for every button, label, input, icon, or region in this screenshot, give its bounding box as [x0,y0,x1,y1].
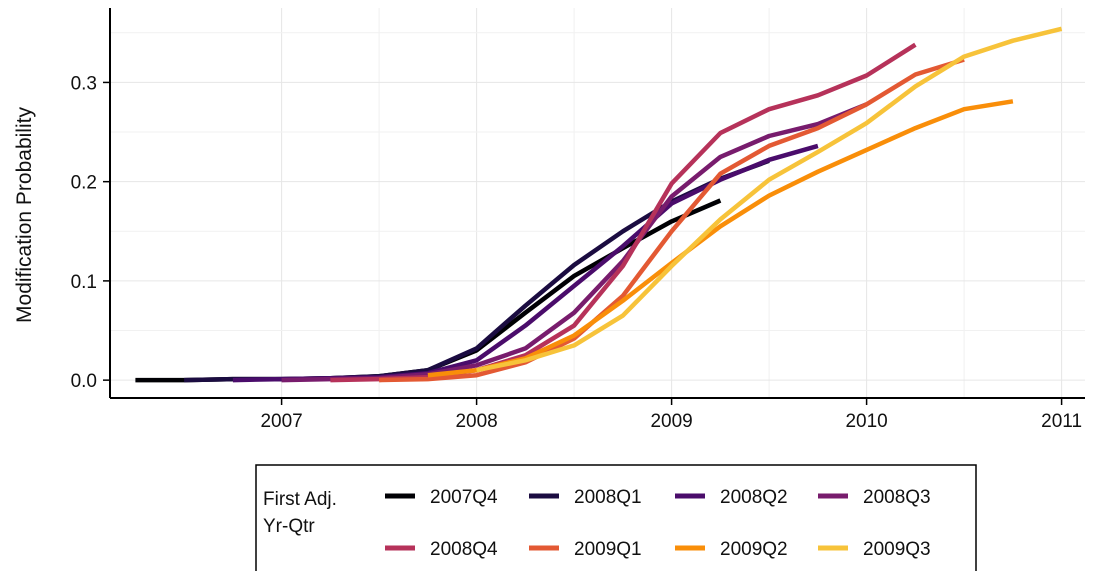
legend-label-2007q4: 2007Q4 [430,487,498,508]
series-line-2008q4 [330,42,917,383]
legend-label-2008q4: 2008Q4 [430,539,498,560]
series-line-2009q1 [379,57,965,383]
x-tick-label: 2007 [260,411,302,432]
legend-label-2008q2: 2008Q2 [720,487,788,508]
x-tick-label: 2009 [650,411,692,432]
legend-label-2009q2: 2009Q2 [720,539,788,560]
legend-box [255,464,977,571]
series-line-2008q2 [232,143,819,383]
x-tick-label: 2008 [455,411,497,432]
y-tick-label: 0.0 [71,371,97,392]
y-tick-label: 0.3 [71,73,97,94]
legend: First Adj. Yr-Qtr 2007Q4 2008Q1 2008Q2 2008Q3… [255,464,977,571]
legend-label-2008q1: 2008Q1 [574,487,642,508]
x-tick-label: 2010 [845,411,887,432]
legend-label-2009q1: 2009Q1 [574,539,642,560]
series-lines [135,26,1063,383]
axes: 0.0 0.1 0.2 0.3 2007 2008 2009 2010 2011 [71,8,1085,432]
y-axis-title: Modification Probability [13,107,36,323]
series-line-2009q3 [476,26,1063,373]
legend-label-2009q3: 2009Q3 [863,539,931,560]
legend-label-2008q3: 2008Q3 [863,487,931,508]
y-tick-label: 0.2 [71,173,97,194]
x-tick-label: 2011 [1041,411,1082,432]
legend-title-line: First Adj. [263,489,337,510]
y-tick-label: 0.1 [71,272,97,293]
legend-title-line: Yr-Qtr [263,516,315,537]
